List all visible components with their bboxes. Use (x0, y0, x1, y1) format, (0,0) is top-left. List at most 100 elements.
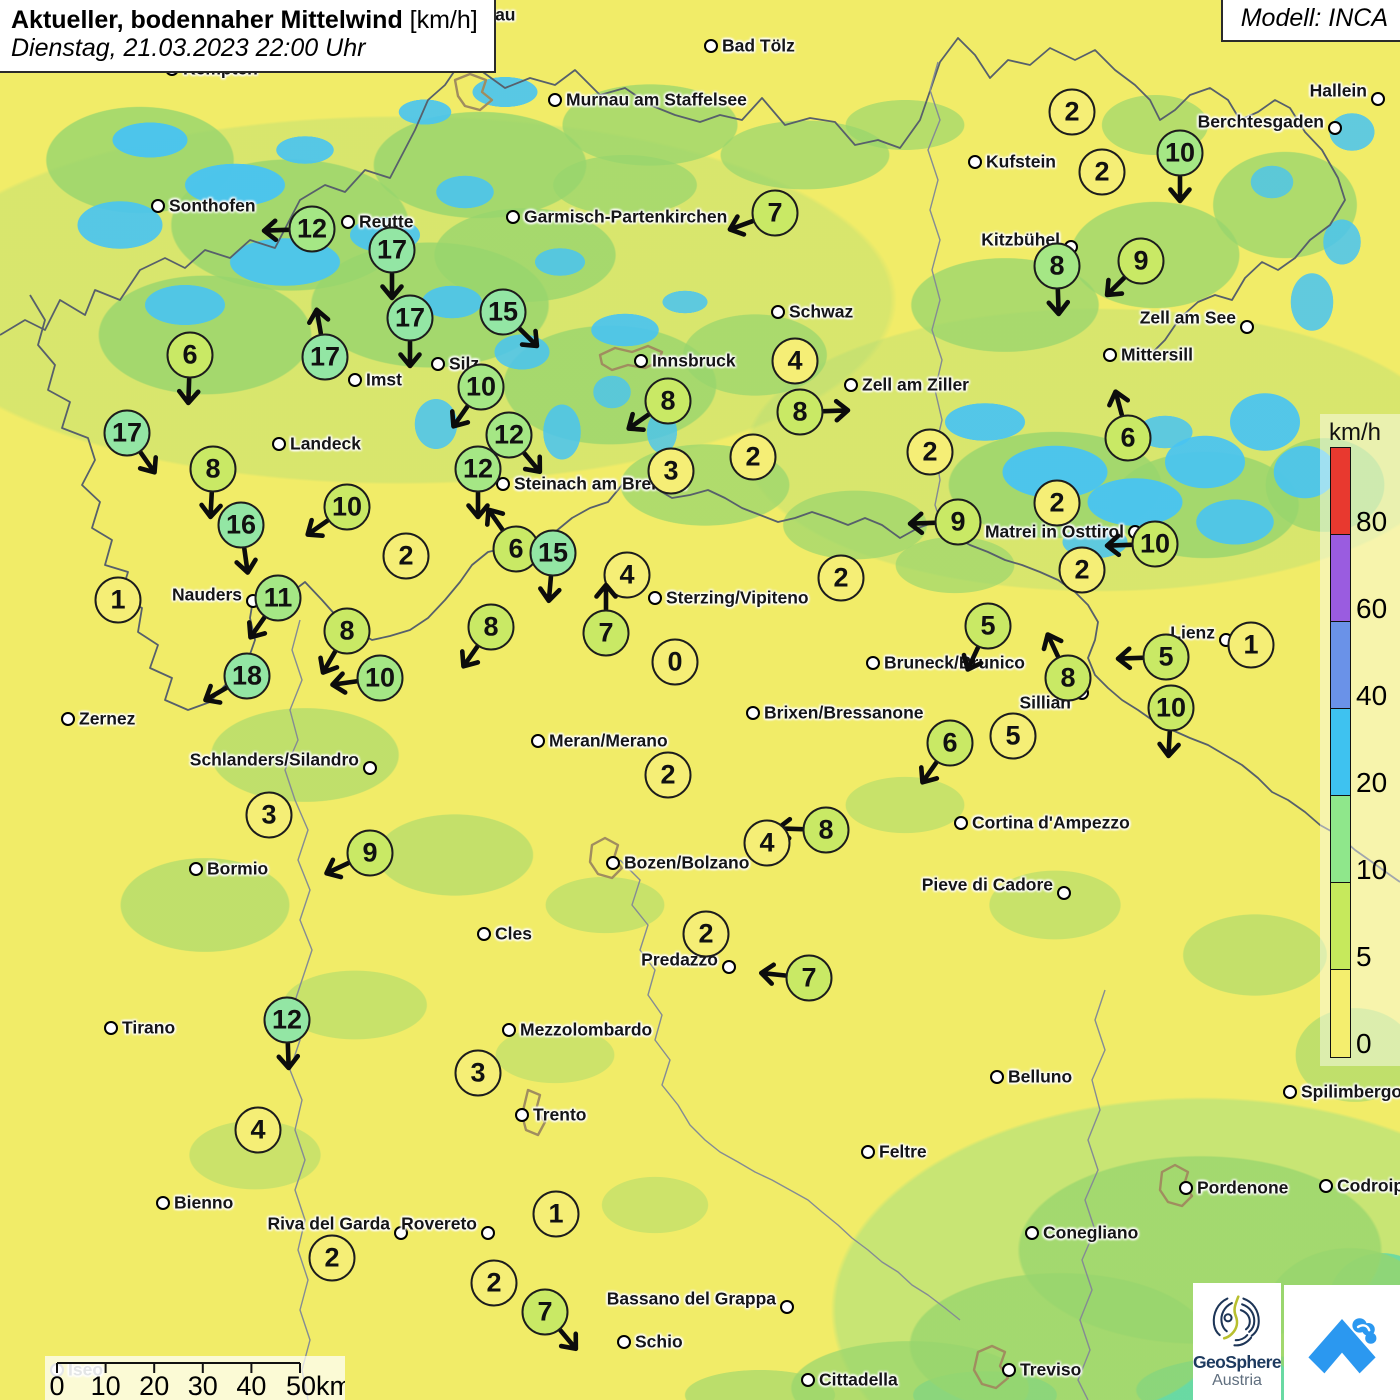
wind-speed-marker: 8 (467, 603, 515, 651)
wind-speed-marker: 2 (817, 554, 865, 602)
city-dot (801, 1373, 815, 1387)
city-label: Bassano del Grappa (606, 1288, 776, 1309)
city-dot (1179, 1181, 1193, 1195)
wind-speed-marker: 3 (647, 447, 695, 495)
wind-speed-marker: 7 (785, 954, 833, 1002)
city-dot (531, 734, 545, 748)
wind-speed-marker: 2 (470, 1259, 518, 1307)
city-label: Zell am See (1139, 307, 1236, 328)
city-dot (1319, 1179, 1333, 1193)
wind-speed-marker: 5 (989, 712, 1037, 760)
legend-color-bar (1330, 447, 1351, 1058)
legend-segment (1331, 796, 1350, 883)
city-label: Schlanders/Silandro (189, 749, 359, 770)
wind-speed-marker: 2 (729, 433, 777, 481)
city-dot (548, 93, 562, 107)
city-dot (104, 1021, 118, 1035)
city-dot (1002, 1363, 1016, 1377)
geosphere-country: Austria (1212, 1372, 1262, 1390)
wind-speed-marker: 10 (1156, 129, 1204, 177)
city-dot (156, 1196, 170, 1210)
city-dot (722, 960, 736, 974)
legend-tick-label: 5 (1356, 941, 1372, 972)
wind-speed-marker: 15 (479, 288, 527, 336)
wind-speed-marker: 15 (529, 529, 577, 577)
wind-speed-marker: 12 (485, 411, 533, 459)
city-label: Sterzing/Vipiteno (666, 587, 809, 608)
city-label: Garmisch-Partenkirchen (524, 206, 728, 227)
city-dot (481, 1226, 495, 1240)
wind-speed-marker: 12 (263, 996, 311, 1044)
map-title: Aktueller, bodennaher Mittelwind [km/h] (11, 6, 478, 34)
wind-speed-marker: 1 (1227, 621, 1275, 669)
wind-speed-marker: 8 (189, 445, 237, 493)
city-dot (1057, 886, 1071, 900)
city-dot (1103, 348, 1117, 362)
city-dot (502, 1023, 516, 1037)
wind-speed-marker: 2 (1058, 546, 1106, 594)
city-dot (617, 1335, 631, 1349)
wind-speed-marker: 5 (964, 602, 1012, 650)
city-dot (394, 1226, 408, 1240)
wind-speed-marker: 17 (386, 294, 434, 342)
geosphere-fingerprint-icon (1212, 1295, 1260, 1347)
city-label: Schio (635, 1331, 683, 1352)
wind-speed-marker: 5 (1142, 633, 1190, 681)
wind-speed-marker: 9 (346, 829, 394, 877)
city-label: Bienno (174, 1192, 234, 1213)
wind-speed-marker: 4 (603, 551, 651, 599)
map-subtitle: Dienstag, 21.03.2023 22:00 Uhr (11, 34, 366, 62)
wind-speed-marker: 6 (926, 719, 974, 767)
city-label: Pieve di Cadore (921, 874, 1053, 895)
wind-speed-marker: 9 (934, 498, 982, 546)
city-label: Cittadella (819, 1369, 898, 1390)
wind-speed-marker: 6 (166, 331, 214, 379)
legend-tick-label: 60 (1356, 593, 1388, 624)
legend-tick-label: 80 (1356, 506, 1388, 537)
city-dot (606, 856, 620, 870)
city-dot (990, 1070, 1004, 1084)
wind-speed-marker: 8 (802, 806, 850, 854)
city-label: Bormio (207, 858, 269, 879)
wind-speed-legend: km/h 80 60 40 20 10 5 0 (1320, 414, 1400, 1066)
city-dot (780, 1300, 794, 1314)
city-label: Bozen/Bolzano (624, 852, 750, 873)
geosphere-logo: GeoSphere Austria (1193, 1283, 1282, 1400)
city-dot (61, 712, 75, 726)
title-box: Aktueller, bodennaher Mittelwind [km/h] … (0, 0, 496, 73)
wind-speed-marker: 2 (682, 910, 730, 958)
legend-segment (1331, 448, 1350, 535)
city-dot (844, 378, 858, 392)
model-label: Modell: INCA (1220, 0, 1400, 42)
legend-segment (1331, 709, 1350, 796)
wind-speed-marker: 2 (382, 532, 430, 580)
city-label: Spilimbergo (1301, 1081, 1400, 1102)
city-label: Riva del Garda (267, 1213, 390, 1234)
city-dot (341, 215, 355, 229)
wind-speed-marker: 2 (1033, 479, 1081, 527)
wind-speed-marker: 10 (1131, 520, 1179, 568)
city-dot (348, 373, 362, 387)
wind-speed-marker: 8 (323, 607, 371, 655)
city-label: Hallein (1309, 80, 1367, 101)
wind-speed-marker: 3 (454, 1049, 502, 1097)
wind-speed-marker: 2 (906, 428, 954, 476)
city-dot (477, 927, 491, 941)
city-label: Kitzbühel (981, 229, 1060, 250)
city-label: Meran/Merano (549, 730, 668, 751)
wind-speed-marker: 2 (1048, 88, 1096, 136)
wind-speed-marker: 10 (323, 483, 371, 531)
wind-speed-marker: 2 (1078, 148, 1126, 196)
wind-speed-marker: 4 (743, 819, 791, 867)
city-label: Treviso (1020, 1359, 1082, 1380)
legend-segment (1331, 970, 1350, 1057)
legend-tick-label: 10 (1356, 854, 1388, 885)
wind-speed-marker: 2 (308, 1234, 356, 1282)
city-dot (968, 155, 982, 169)
wind-speed-marker: 17 (301, 333, 349, 381)
city-dot (272, 437, 286, 451)
city-label: Tirano (122, 1017, 176, 1038)
city-dot (496, 477, 510, 491)
svg-text:50km: 50km (286, 1371, 345, 1400)
city-label: Landeck (290, 433, 361, 454)
